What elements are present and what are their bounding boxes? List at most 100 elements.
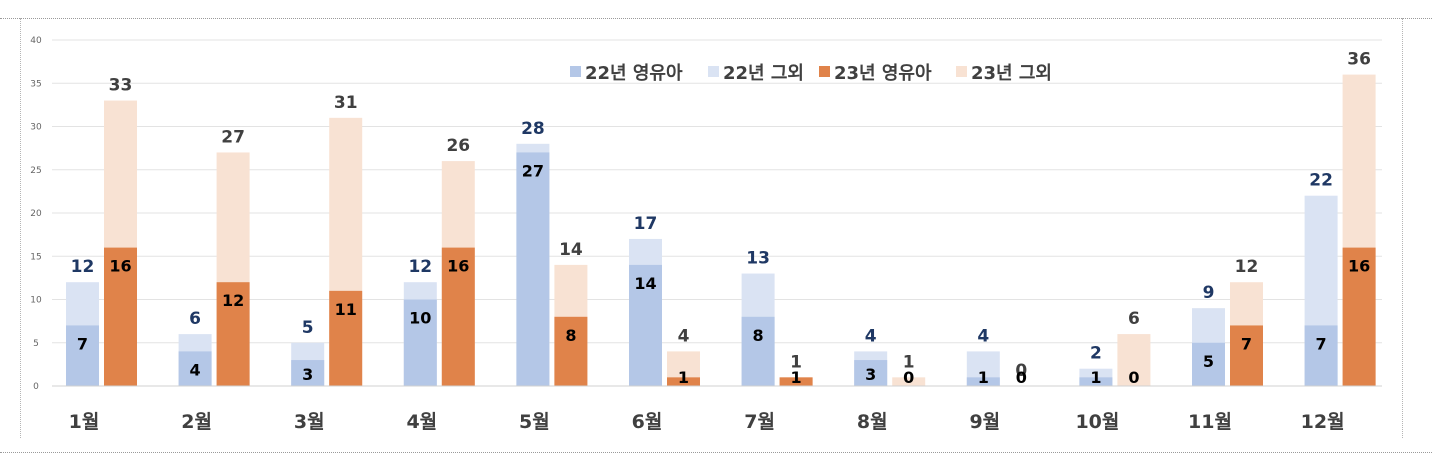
x-category-label: 8월 [857,411,888,433]
bar-23-infant [554,316,588,386]
data-label-23-infant: 1 [678,368,689,387]
data-label-23-infant: 16 [109,257,131,276]
bar-23-infant [667,377,700,386]
data-label-22-infant: 14 [634,274,656,293]
x-category-label: 2월 [181,411,212,433]
legend-label: 23년 그외 [971,63,1052,84]
data-label-23-total: 36 [1347,50,1371,70]
bar-22-infant [516,152,550,386]
data-label-23-total: 31 [334,93,358,113]
data-label-23-total: 1 [790,352,802,372]
bar-23-infant [329,290,363,386]
legend-swatch [570,66,581,77]
data-label-23-infant: 0 [1016,368,1027,387]
data-label-22-total: 17 [634,214,658,234]
x-category-label: 6월 [632,411,663,433]
bar-22-infant [178,351,212,386]
data-label-23-total: 12 [1235,257,1259,277]
y-tick-label: 20 [30,209,42,219]
bar-23-infant [104,247,137,386]
x-category-label: 3월 [294,411,325,433]
left-border [20,18,21,438]
bar-22-infant [291,360,325,386]
data-label-23-total: 33 [109,76,133,96]
data-label-22-total: 12 [408,257,432,277]
data-label-22-total: 4 [977,326,989,346]
data-label-22-infant: 7 [77,334,88,353]
legend-label: 22년 그외 [723,63,804,84]
data-label-22-infant: 10 [409,309,431,328]
bottom-border [0,452,1432,453]
y-tick-label: 10 [30,296,42,306]
data-label-22-infant: 4 [190,360,201,379]
bar-23-infant [1230,325,1263,386]
x-category-label: 1월 [69,411,100,433]
y-tick-label: 40 [30,36,42,46]
x-category-label: 5월 [519,411,550,433]
y-tick-label: 35 [30,79,41,89]
bar-22-infant [1192,342,1225,386]
data-label-22-infant: 7 [1316,334,1327,353]
data-label-23-total: 1 [903,352,915,372]
bar-22-infant [741,316,775,386]
bar-23-infant [779,377,813,386]
data-label-23-total: 27 [221,127,245,147]
data-label-23-total: 0 [1015,361,1027,381]
data-label-23-infant: 0 [903,368,914,387]
data-label-23-total: 14 [559,240,583,260]
data-label-23-infant: 8 [565,326,576,345]
data-label-23-infant: 12 [222,291,244,310]
legend-swatch [819,66,830,77]
x-category-label: 7월 [744,411,775,433]
x-category-label: 11월 [1188,411,1232,433]
x-category-label: 9월 [969,411,1000,433]
data-label-22-total: 22 [1309,171,1333,191]
bar-23-other [892,377,926,386]
legend-label: 22년 영유아 [585,63,683,84]
data-label-23-infant: 11 [335,300,357,319]
bar-22-infant [629,264,662,386]
data-label-22-total: 6 [189,309,201,329]
data-label-23-infant: 1 [791,368,802,387]
data-label-23-infant: 16 [1348,257,1370,276]
data-label-22-infant: 3 [302,365,313,384]
data-label-23-total: 4 [678,326,690,346]
data-label-22-infant: 5 [1203,352,1214,371]
data-label-22-total: 28 [521,119,545,139]
data-label-22-infant: 3 [865,365,876,384]
bar-22-infant [66,325,99,386]
bar-23-infant [1342,247,1376,386]
data-label-22-total: 4 [865,326,877,346]
data-label-22-infant: 27 [522,161,544,180]
x-category-label: 10월 [1075,411,1119,433]
bar-23-other [1117,334,1151,386]
data-label-23-total: 26 [446,136,470,156]
y-tick-label: 0 [33,382,39,392]
y-tick-label: 15 [30,252,41,262]
top-border [0,18,1432,19]
y-tick-label: 25 [30,166,41,176]
data-label-22-infant: 1 [1090,368,1101,387]
bar-23-infant [216,282,250,386]
legend-swatch [956,66,967,77]
data-label-23-infant: 0 [1128,368,1139,387]
bar-22-infant [966,377,1000,386]
legend-label: 23년 영유아 [834,63,932,84]
data-label-22-total: 5 [302,318,314,338]
bar-22-infant [403,299,437,386]
bar-23-infant [441,247,475,386]
data-label-23-infant: 7 [1241,334,1252,353]
data-label-22-total: 12 [71,257,95,277]
data-label-22-infant: 1 [978,368,989,387]
right-border [1402,18,1403,438]
data-label-22-total: 9 [1203,283,1215,303]
y-tick-label: 5 [33,339,39,349]
legend-swatch [708,66,719,77]
data-label-23-infant: 16 [447,257,469,276]
data-label-23-total: 6 [1128,309,1140,329]
bar-22-infant [1304,325,1338,386]
x-category-label: 12월 [1301,411,1345,433]
data-label-22-total: 13 [746,249,770,269]
